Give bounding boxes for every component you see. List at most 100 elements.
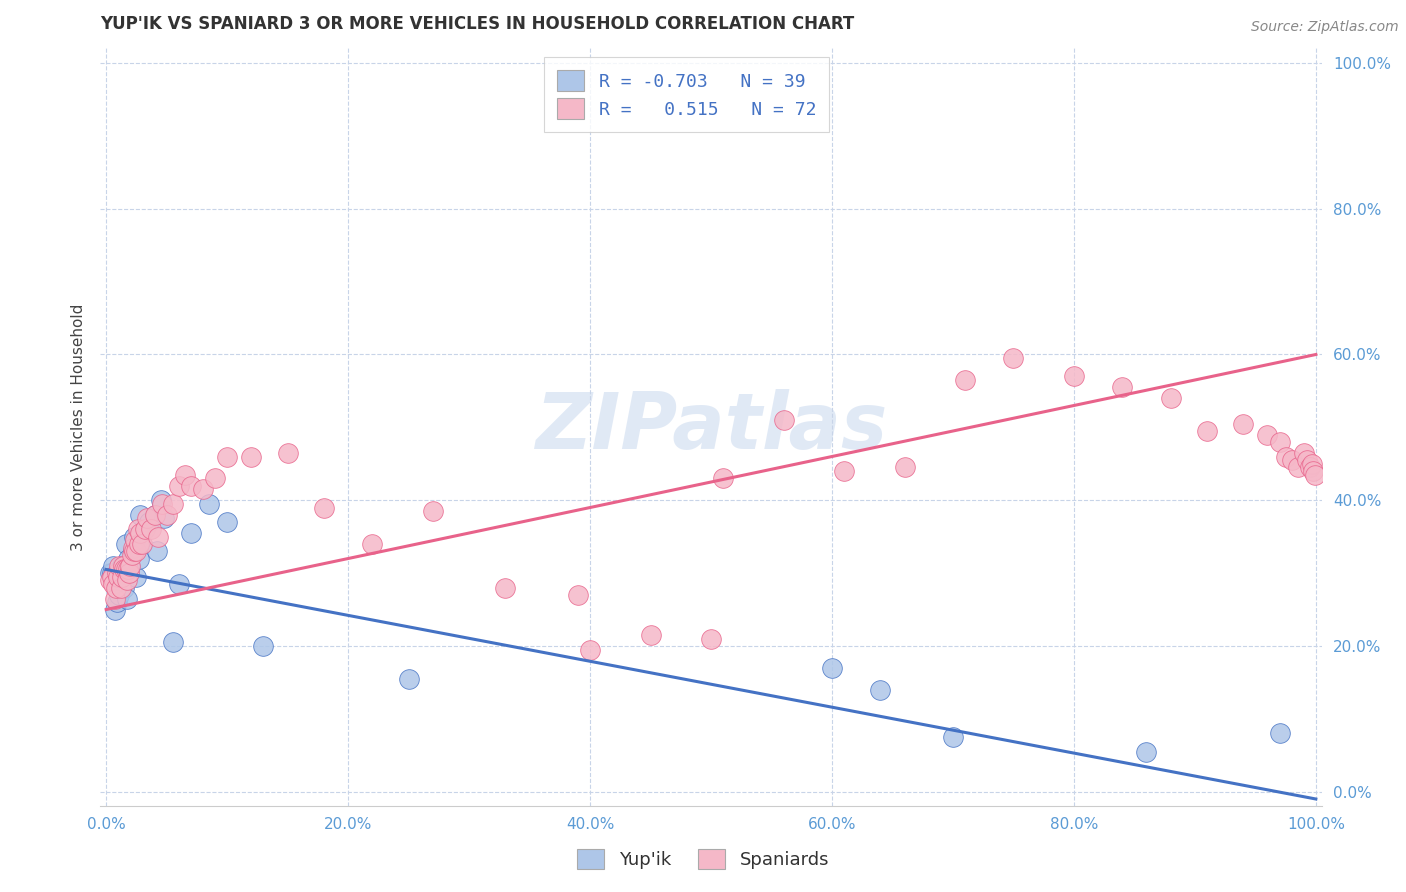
Point — [104, 581, 127, 595]
Point — [422, 504, 444, 518]
Point — [122, 530, 145, 544]
Point — [139, 522, 162, 536]
Point — [252, 639, 274, 653]
Point — [1268, 726, 1291, 740]
Point — [579, 642, 602, 657]
Point — [125, 544, 148, 558]
Point — [138, 515, 160, 529]
Point — [191, 483, 214, 497]
Point — [101, 570, 124, 584]
Point — [112, 562, 135, 576]
Point — [98, 566, 121, 580]
Point — [114, 537, 136, 551]
Point — [893, 460, 915, 475]
Point — [105, 595, 128, 609]
Point — [162, 635, 184, 649]
Point — [217, 515, 239, 529]
Point — [1299, 460, 1322, 475]
Point — [122, 544, 145, 558]
Point — [121, 544, 143, 558]
Point — [167, 577, 190, 591]
Point — [104, 602, 127, 616]
Point — [832, 464, 855, 478]
Y-axis label: 3 or more Vehicles in Household: 3 or more Vehicles in Household — [72, 303, 86, 551]
Point — [143, 508, 166, 522]
Point — [128, 551, 150, 566]
Legend: Yup'ik, Spaniards: Yup'ik, Spaniards — [568, 839, 838, 879]
Point — [134, 522, 156, 536]
Point — [494, 581, 516, 595]
Legend: R = -0.703   N = 39, R =   0.515   N = 72: R = -0.703 N = 39, R = 0.515 N = 72 — [544, 57, 828, 132]
Point — [112, 581, 135, 595]
Point — [118, 566, 141, 580]
Point — [115, 591, 138, 606]
Point — [101, 566, 124, 580]
Point — [700, 632, 723, 646]
Point — [104, 570, 127, 584]
Point — [121, 548, 143, 562]
Point — [98, 574, 121, 588]
Point — [150, 497, 173, 511]
Point — [104, 591, 127, 606]
Point — [105, 566, 128, 580]
Point — [198, 497, 221, 511]
Point — [114, 562, 136, 576]
Point — [1160, 391, 1182, 405]
Point — [127, 522, 149, 536]
Point — [1111, 380, 1133, 394]
Point — [1195, 424, 1218, 438]
Point — [217, 450, 239, 464]
Point — [1063, 369, 1085, 384]
Point — [1002, 351, 1025, 366]
Point — [111, 558, 134, 573]
Point — [107, 577, 129, 591]
Point — [567, 588, 589, 602]
Point — [136, 511, 159, 525]
Point — [153, 511, 176, 525]
Point — [204, 471, 226, 485]
Point — [821, 661, 844, 675]
Point — [107, 570, 129, 584]
Point — [173, 467, 195, 482]
Point — [1256, 427, 1278, 442]
Text: Source: ZipAtlas.com: Source: ZipAtlas.com — [1251, 20, 1399, 34]
Point — [772, 413, 794, 427]
Point — [1302, 464, 1324, 478]
Point — [117, 562, 139, 576]
Point — [149, 493, 172, 508]
Point — [120, 558, 142, 573]
Point — [1296, 453, 1319, 467]
Point — [115, 574, 138, 588]
Point — [108, 558, 131, 573]
Text: ZIPatlas: ZIPatlas — [534, 390, 887, 466]
Point — [1268, 434, 1291, 449]
Point — [148, 530, 170, 544]
Point — [942, 730, 965, 744]
Point — [108, 588, 131, 602]
Point — [131, 537, 153, 551]
Point — [125, 570, 148, 584]
Point — [110, 570, 132, 584]
Point — [361, 537, 384, 551]
Point — [1301, 457, 1323, 471]
Point — [143, 508, 166, 522]
Point — [117, 551, 139, 566]
Point — [131, 537, 153, 551]
Point — [869, 682, 891, 697]
Point — [156, 508, 179, 522]
Point — [398, 672, 420, 686]
Point — [1135, 745, 1157, 759]
Text: YUP'IK VS SPANIARD 3 OR MORE VEHICLES IN HOUSEHOLD CORRELATION CHART: YUP'IK VS SPANIARD 3 OR MORE VEHICLES IN… — [100, 15, 855, 33]
Point — [146, 544, 169, 558]
Point — [953, 373, 976, 387]
Point — [312, 500, 335, 515]
Point — [118, 566, 141, 580]
Point — [1281, 453, 1303, 467]
Point — [277, 446, 299, 460]
Point — [1292, 446, 1315, 460]
Point — [110, 581, 132, 595]
Point — [167, 478, 190, 492]
Point — [180, 478, 202, 492]
Point — [1303, 467, 1326, 482]
Point — [111, 570, 134, 584]
